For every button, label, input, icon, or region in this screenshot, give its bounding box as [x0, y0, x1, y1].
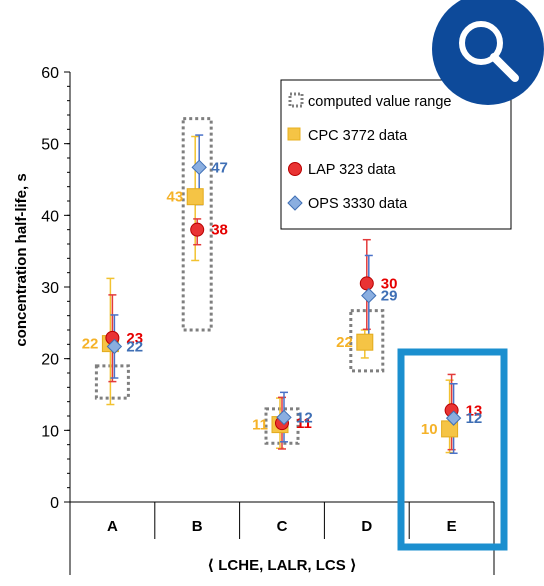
cpc-marker [186, 188, 204, 206]
y-tick-label: 10 [41, 423, 59, 440]
ops-marker [276, 409, 292, 426]
legend-label-range: computed value range [308, 94, 452, 110]
ops-marker [106, 338, 123, 355]
y-tick-label: 60 [41, 65, 59, 82]
y-tick-label: 40 [41, 208, 59, 225]
cpc-marker [356, 333, 374, 351]
x-axis-title: ⟨ LCHE, LALR, LCS ⟩ [207, 557, 357, 574]
data-label: 43 [167, 189, 184, 206]
lap-marker [359, 276, 374, 291]
data-label: 11 [296, 415, 312, 432]
computed-range-box [181, 117, 213, 332]
data-label: 13 [466, 402, 483, 419]
category-label: D [361, 518, 372, 535]
data-label: 30 [381, 275, 398, 292]
ops-marker [361, 287, 377, 304]
legend-label-cpc: CPC 3772 data [308, 128, 408, 144]
computed-range-box [94, 364, 130, 400]
data-label: 22 [82, 336, 99, 353]
category-label: C [277, 518, 288, 535]
legend-cpc-marker [287, 127, 301, 141]
legend-label-ops: OPS 3330 data [308, 196, 408, 212]
data-label: 12 [296, 409, 313, 426]
data-label: 12 [466, 410, 483, 427]
data-label: 22 [126, 338, 143, 355]
legend: computed value range CPC 3772 data LAP 3… [280, 79, 512, 230]
ops-marker [445, 410, 462, 426]
category-label: B [192, 518, 203, 535]
lap-marker [190, 222, 205, 237]
search-badge[interactable] [432, 0, 544, 105]
data-label: 22 [336, 334, 353, 351]
computed-ranges [94, 117, 385, 445]
data-label: 38 [211, 222, 228, 239]
y-tick-label: 20 [41, 352, 59, 369]
axes: 0 10 20 30 40 50 60 A B C D E [41, 65, 495, 575]
y-tick-label: 0 [50, 495, 59, 512]
data-label: 29 [381, 288, 398, 305]
y-tick-label: 30 [41, 280, 59, 297]
legend-ops-marker [287, 195, 303, 211]
highlight-box-e [397, 348, 508, 551]
category-label: E [447, 518, 457, 535]
computed-range-box [264, 407, 300, 445]
data-labels: 22 43 11 22 10 23 38 11 30 13 22 47 12 29 12 [82, 159, 483, 438]
category-label: A [107, 518, 118, 535]
legend-box [280, 79, 512, 230]
data-label: 10 [421, 421, 438, 438]
data-label: 23 [126, 330, 143, 347]
computed-range-box [349, 309, 385, 373]
data-label: 47 [211, 159, 228, 176]
data-label: 11 [252, 417, 268, 434]
legend-range-swatch [288, 92, 304, 108]
legend-label-lap: LAP 323 data [308, 162, 397, 178]
y-axis-title: concentration half-life, s [13, 173, 30, 346]
legend-lap-marker [288, 162, 302, 176]
y-tick-label: 50 [41, 137, 59, 154]
magnifier-icon [459, 21, 519, 82]
ops-marker [191, 159, 207, 176]
data-markers [101, 159, 462, 438]
